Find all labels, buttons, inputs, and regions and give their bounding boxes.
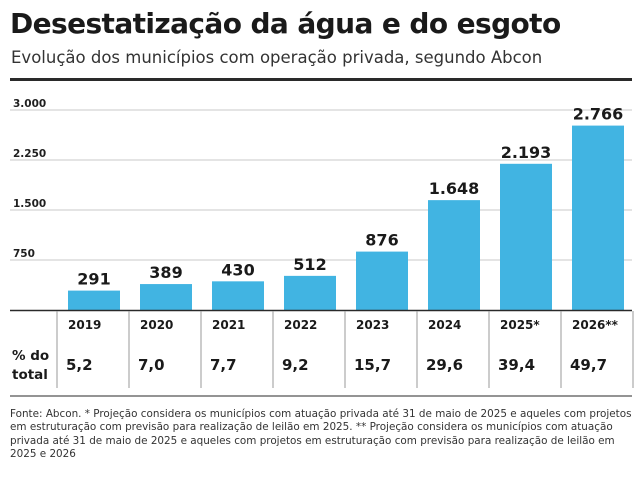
y-tick-label: 750 [13, 248, 35, 260]
share-value: 49,7 [570, 356, 607, 374]
x-category-label: 2024 [428, 318, 461, 332]
x-category-label: 2026** [572, 318, 619, 332]
bar-value-label: 876 [365, 231, 398, 250]
bar-value-label: 1.648 [429, 179, 480, 198]
bar-value-label: 2.193 [501, 143, 552, 162]
bar [500, 163, 552, 310]
bar [212, 281, 264, 310]
x-category-label: 2022 [284, 318, 317, 332]
share-value: 39,4 [498, 356, 535, 374]
bar [428, 200, 480, 310]
bar [140, 284, 192, 310]
chart-title: Desestatização da água e do esgoto [10, 7, 561, 40]
x-category-label: 2025* [500, 318, 540, 332]
bar-value-label: 430 [221, 260, 254, 279]
share-value: 7,7 [210, 356, 237, 374]
y-tick-label: 2.250 [13, 148, 46, 160]
bar [356, 251, 408, 310]
header-rule [10, 78, 632, 81]
share-value: 7,0 [138, 356, 165, 374]
row-label-line2: total [12, 367, 48, 383]
y-tick-label: 3.000 [13, 98, 46, 110]
bar [572, 125, 624, 310]
bar-chart: 750 1.500 2.250 3.000 291 389 430 512 876 1.648 2.… [10, 78, 634, 397]
bar-value-label: 2.766 [573, 105, 624, 124]
bar [68, 290, 120, 310]
row-label-line1: % do [12, 348, 49, 364]
x-category-label: 2023 [356, 318, 389, 332]
share-value: 29,6 [426, 356, 463, 374]
share-value: 5,2 [66, 356, 93, 374]
y-tick-label: 1.500 [13, 198, 46, 210]
bar-value-label: 291 [77, 270, 110, 289]
bar-value-label: 512 [293, 255, 326, 274]
chart-subtitle: Evolução dos municípios com operação pri… [11, 48, 543, 67]
bar-value-label: 389 [149, 263, 182, 282]
x-category-label: 2020 [140, 318, 173, 332]
share-value: 15,7 [354, 356, 391, 374]
x-category-label: 2021 [212, 318, 245, 332]
source-footnote: Fonte: Abcon. * Projeção considera os mu… [10, 408, 632, 461]
share-value: 9,2 [282, 356, 309, 374]
x-category-label: 2019 [68, 318, 101, 332]
bar [284, 275, 336, 310]
